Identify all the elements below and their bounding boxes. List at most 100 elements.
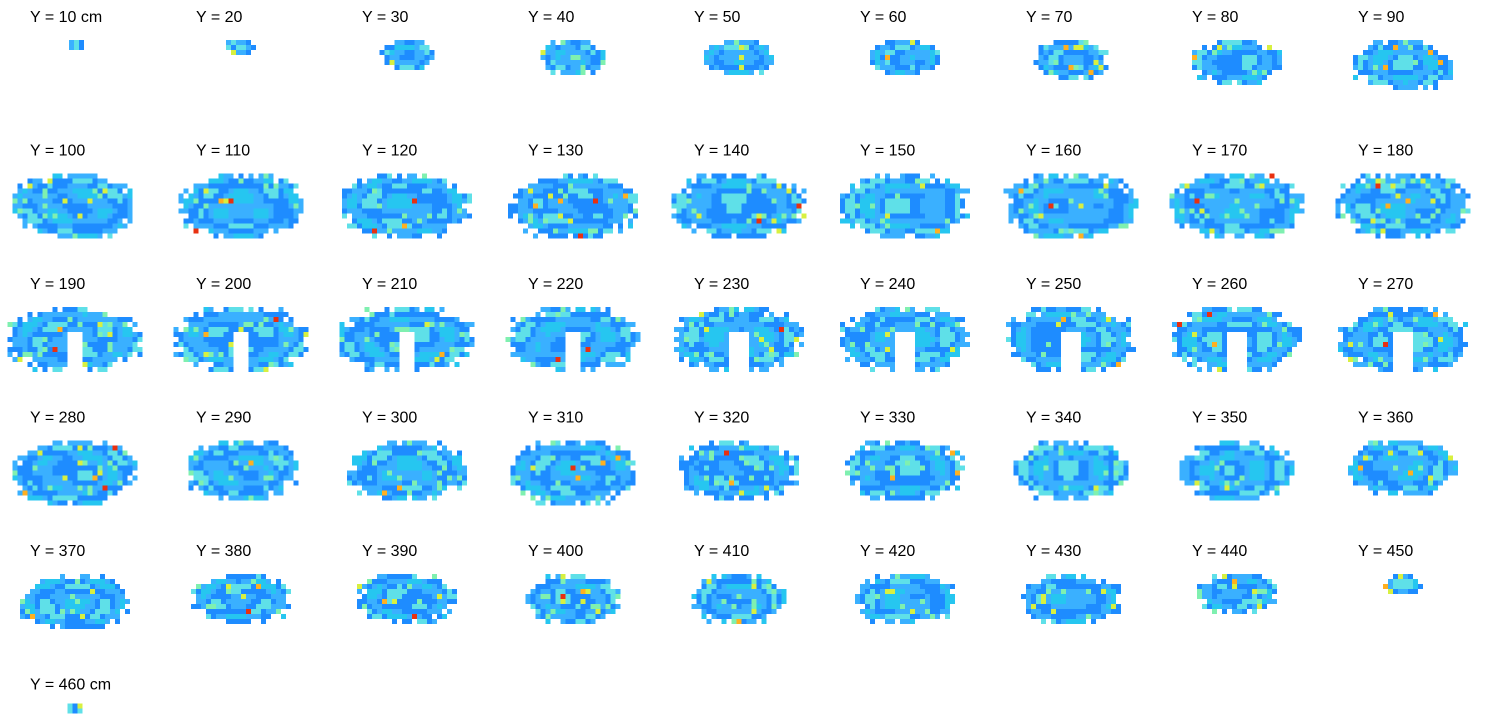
slice-cells — [756, 203, 802, 224]
slice-cells — [701, 584, 777, 619]
slice-cells — [12, 440, 138, 506]
slice-cells — [20, 579, 80, 614]
slice-image — [1383, 574, 1423, 594]
slice-cells — [575, 455, 621, 481]
slice-cells — [379, 40, 435, 70]
panel-label: Y = 130 — [528, 143, 583, 160]
slice-cells — [684, 307, 799, 362]
slice-cells — [545, 574, 616, 624]
slice-cells — [520, 307, 631, 372]
panel-label: Y = 370 — [30, 543, 85, 560]
slice-cells — [840, 307, 955, 372]
slice-image — [510, 440, 636, 506]
slice-cells — [372, 198, 417, 234]
slice-cells — [530, 579, 616, 624]
slice-cells — [347, 450, 467, 501]
slice-cells — [1192, 312, 1292, 357]
panel-label: Y = 410 — [694, 543, 749, 560]
slice-cells — [855, 178, 950, 229]
panel-label: Y = 30 — [362, 9, 409, 26]
panel-label: Y = 400 — [528, 543, 583, 560]
slice-cells — [1214, 460, 1280, 491]
slice-cells — [1202, 574, 1277, 614]
slice-cells — [910, 40, 915, 45]
slice-cells — [555, 347, 591, 362]
slice-cells — [724, 450, 729, 456]
slice-cells — [510, 307, 641, 372]
panel-label: Y = 20 — [196, 9, 243, 26]
panel-label: Y = 200 — [196, 276, 251, 293]
slice-cells — [183, 173, 299, 239]
panel-label: Y = 270 — [1358, 276, 1413, 293]
slice-cells — [580, 589, 586, 594]
slice-cells — [1335, 173, 1466, 239]
slice-image — [1348, 440, 1458, 496]
slice-image — [357, 574, 457, 624]
slice-cells — [729, 480, 734, 486]
slice-cells — [523, 178, 633, 234]
panel-label: Y = 330 — [860, 410, 915, 427]
slice-cells — [560, 40, 606, 75]
slice-image — [1172, 307, 1302, 372]
slice-image — [1192, 40, 1282, 85]
slice-cells — [570, 465, 576, 471]
slice-image — [704, 40, 774, 75]
slice-cells — [890, 450, 960, 481]
slice-cells — [372, 173, 462, 234]
slice-cells — [1172, 307, 1297, 372]
slice-cells — [1172, 307, 1292, 372]
slice-cells — [246, 609, 251, 614]
slice-cells — [1368, 440, 1443, 491]
slice-cells — [382, 599, 387, 604]
slice-cells — [1192, 332, 1222, 372]
slice-cells — [1375, 183, 1381, 189]
slice-cells — [342, 173, 467, 239]
slice-cells — [885, 183, 925, 219]
slice-cells — [885, 55, 890, 60]
slice-cells — [1011, 307, 1136, 372]
slice-image — [671, 173, 807, 239]
slice-cells — [875, 45, 935, 75]
slice-cells — [226, 40, 246, 50]
panel-label: Y = 230 — [694, 276, 749, 293]
slice-cells — [339, 307, 475, 372]
panel-label: Y = 120 — [362, 143, 417, 160]
slice-cells — [1038, 45, 1104, 75]
slice-cells — [67, 703, 83, 714]
slice-cells — [736, 619, 742, 624]
slice-image — [870, 40, 940, 75]
slice-cells — [518, 173, 633, 239]
slice-image — [1006, 307, 1136, 372]
panel-label: Y = 240 — [860, 276, 915, 293]
slice-cells — [183, 317, 294, 367]
slice-cells — [560, 594, 566, 599]
slice-image — [1033, 40, 1109, 80]
slice-cells — [850, 445, 965, 496]
slice-cells — [1028, 173, 1139, 239]
slice-cells — [382, 485, 402, 496]
slice-cells — [1353, 50, 1453, 85]
slice-image — [691, 574, 787, 624]
slice-cells — [1348, 317, 1458, 362]
slice-cells — [855, 574, 950, 624]
panel-label: Y = 150 — [860, 143, 915, 160]
slice-cells — [1373, 40, 1418, 70]
slice-cells — [840, 307, 965, 372]
slice-cells — [231, 40, 256, 55]
slice-cells — [1189, 445, 1290, 496]
slice-cells — [1048, 203, 1054, 209]
slice-cells — [203, 188, 229, 204]
slice-cells — [74, 40, 79, 50]
panel-label: Y = 140 — [694, 143, 749, 160]
slice-image — [226, 40, 256, 55]
slice-cells — [1194, 480, 1230, 491]
slice-cells — [191, 574, 291, 624]
slice-cells — [1202, 574, 1277, 614]
panel-label: Y = 10 cm — [30, 9, 102, 26]
panel-label: Y = 160 — [1026, 143, 1081, 160]
slice-cells — [709, 40, 769, 70]
panel-label: Y = 210 — [362, 276, 417, 293]
slice-cells — [699, 445, 774, 486]
slice-cells — [1179, 440, 1295, 501]
